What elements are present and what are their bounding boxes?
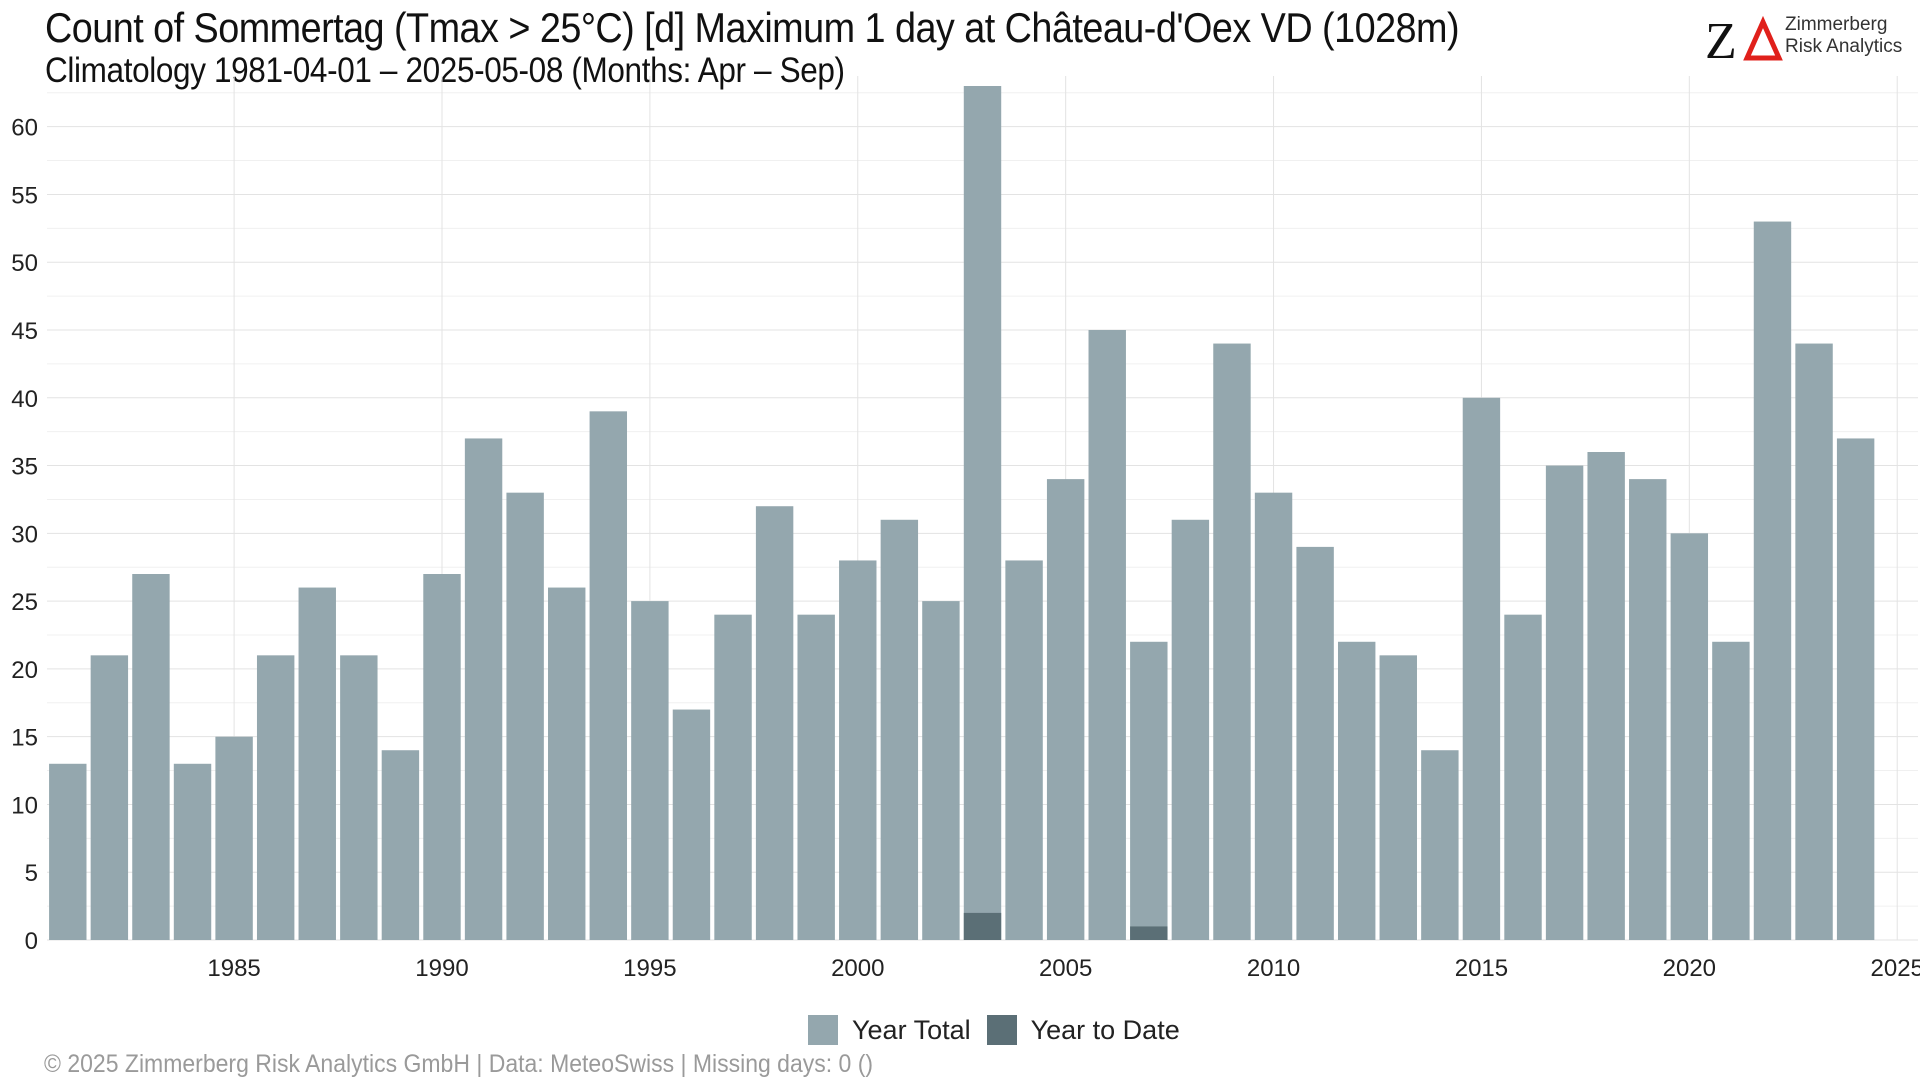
legend-label-year-to-date: Year to Date [1030, 1014, 1180, 1045]
chart-legend: Year Total Year to Date [808, 1014, 1196, 1046]
bar-year-total [548, 587, 586, 940]
bar-year-total [714, 614, 752, 940]
bar-year-total [922, 601, 960, 940]
bar-year-total [423, 574, 461, 940]
logo-line2: Risk Analytics [1785, 36, 1903, 57]
bar-year-total [506, 492, 544, 940]
legend-swatch-year-to-date [986, 1015, 1017, 1045]
y-tick-label: 25 [11, 589, 38, 616]
bar-year-total [1545, 465, 1584, 940]
x-tick-label: 1985 [207, 955, 260, 982]
bar-year-total [1504, 614, 1542, 940]
bar-year-to-date [1130, 926, 1168, 940]
y-tick-label: 10 [11, 792, 38, 819]
y-tick-label: 40 [11, 386, 38, 413]
bar-year-total [755, 506, 794, 940]
bar-year-total [132, 574, 170, 940]
logo-line1: Zimmerberg [1785, 14, 1888, 35]
bar-year-total [1587, 452, 1625, 940]
logo-mark-icon: Z [1705, 13, 1783, 70]
bar-year-total [1670, 533, 1709, 940]
y-tick-label: 15 [11, 725, 38, 752]
y-tick-label: 35 [11, 454, 38, 481]
legend-swatch-year-total [808, 1015, 838, 1045]
bar-year-total [215, 736, 253, 940]
y-tick-label: 0 [25, 928, 38, 955]
bar-year-total [1753, 221, 1792, 941]
x-tick-label: 2010 [1247, 955, 1300, 982]
bar-year-total [1296, 546, 1334, 940]
chart-bars [49, 86, 1875, 941]
x-tick-label: 2000 [831, 955, 884, 982]
bar-year-total [49, 763, 87, 940]
y-tick-label: 55 [11, 182, 38, 209]
bar-year-total [1629, 479, 1667, 940]
bar-year-total [340, 655, 378, 940]
x-tick-label: 2005 [1039, 955, 1092, 982]
bar-year-total [839, 560, 877, 940]
bar-year-total [672, 709, 711, 940]
x-tick-label: 1990 [415, 955, 468, 982]
y-tick-label: 5 [25, 860, 38, 887]
bar-year-total [1046, 479, 1085, 940]
bar-year-total [464, 438, 503, 940]
x-tick-label: 2015 [1455, 955, 1508, 982]
x-tick-label: 2020 [1663, 955, 1716, 982]
bar-year-total [1712, 641, 1750, 940]
svg-text:Z: Z [1705, 13, 1737, 68]
bar-year-total [963, 86, 1002, 940]
y-tick-label: 30 [11, 521, 38, 548]
bar-year-total [631, 601, 669, 940]
bar-year-total [1088, 330, 1126, 940]
bar-year-total [880, 519, 919, 940]
bar-year-total [1379, 655, 1417, 940]
bar-year-total [589, 411, 628, 940]
bar-year-total [256, 655, 295, 940]
x-tick-label: 2025 [1871, 955, 1920, 982]
bar-year-total [1171, 519, 1210, 940]
footer-caption: © 2025 Zimmerberg Risk Analytics GmbH | … [44, 1050, 874, 1078]
bar-year-total [173, 763, 212, 940]
chart-subtitle: Climatology 1981-04-01 – 2025-05-08 (Mon… [45, 51, 845, 90]
y-tick-label: 20 [11, 657, 38, 684]
y-tick-label: 50 [11, 250, 38, 277]
bar-year-total [1462, 397, 1501, 940]
bar-year-total [1130, 641, 1168, 940]
bar-year-to-date [963, 912, 1002, 940]
x-axis-labels: 1985 1990 1995 2000 2005 2010 2015 2020 2025 [207, 955, 1920, 982]
bar-year-total [1337, 641, 1376, 940]
y-axis-labels: 0 5 10 15 20 25 30 35 40 45 50 55 60 [11, 115, 38, 955]
x-tick-label: 1995 [623, 955, 676, 982]
bar-year-total [1213, 343, 1251, 940]
y-tick-label: 60 [11, 115, 38, 142]
bar-year-total [298, 587, 336, 940]
bar-year-total [797, 614, 835, 940]
bar-year-total [1795, 343, 1833, 940]
y-tick-label: 45 [11, 318, 38, 345]
bar-year-total [381, 750, 420, 940]
bar-year-total [90, 655, 129, 940]
bar-year-total [1421, 750, 1459, 940]
chart-title: Count of Sommertag (Tmax > 25°C) [d] Max… [45, 4, 1460, 51]
bar-year-total [1005, 560, 1043, 940]
company-logo: Z Zimmerberg Risk Analytics [1705, 8, 1905, 70]
legend-label-year-total: Year Total [852, 1014, 971, 1045]
bar-year-total [1836, 438, 1875, 940]
bar-year-total [1254, 492, 1293, 940]
